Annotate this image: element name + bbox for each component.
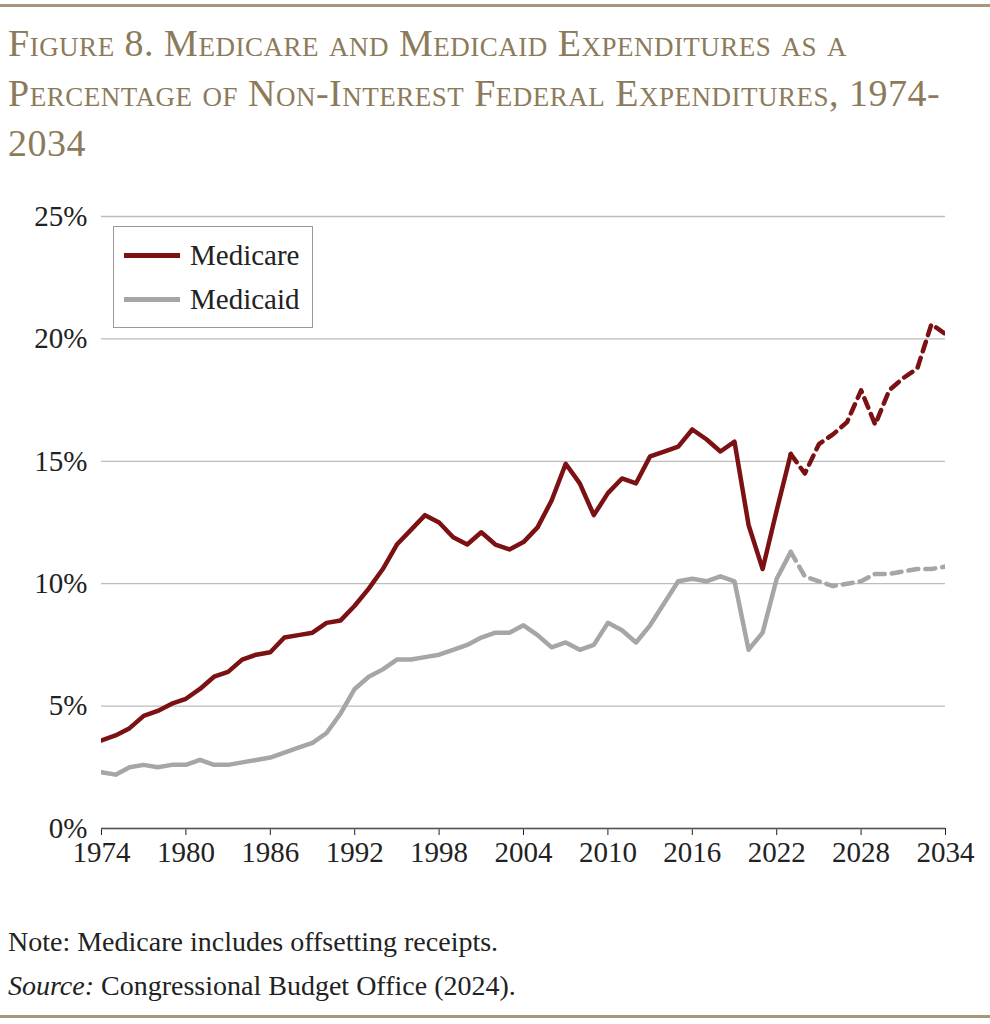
svg-text:10%: 10% — [34, 567, 87, 599]
svg-text:2016: 2016 — [663, 836, 721, 868]
svg-text:0%: 0% — [48, 811, 88, 844]
html-text:Figure 8. Medicare and Medicai: Figure 8. Medicare and Medicaid Expendit… — [8, 22, 941, 164]
html-text:Medicare: Medicare — [190, 238, 300, 271]
svg-text:2034: 2034 — [917, 836, 976, 868]
svg-text:1974: 1974 — [73, 836, 132, 868]
html-text:Medicaid: Medicaid — [190, 282, 300, 315]
svg-text:1980: 1980 — [157, 836, 215, 868]
svg-text:1986: 1986 — [241, 836, 299, 868]
svg-text:2010: 2010 — [579, 836, 637, 868]
svg-text:2004: 2004 — [495, 836, 554, 868]
svg-text:15%: 15% — [34, 445, 87, 477]
html-text:Source: Congressional Budget O: Source: Congressional Budget Office (202… — [8, 970, 516, 1001]
html-text:Note: Medicare includes offset: Note: Medicare includes offsetting recei… — [8, 926, 499, 957]
svg-text:20%: 20% — [34, 322, 87, 354]
svg-text:1992: 1992 — [326, 836, 384, 868]
svg-text:25%: 25% — [34, 200, 87, 232]
svg-text:2022: 2022 — [748, 836, 806, 868]
svg-text:5%: 5% — [49, 689, 88, 721]
svg-text:2028: 2028 — [832, 836, 890, 868]
svg-text:1998: 1998 — [410, 836, 468, 868]
